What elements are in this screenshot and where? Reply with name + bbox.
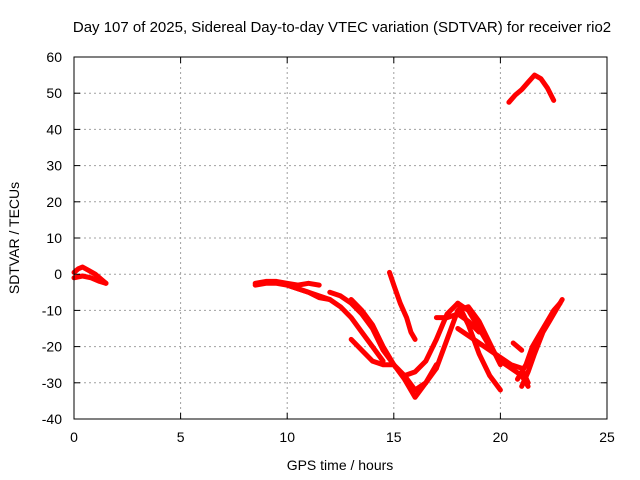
x-tick-label: 25 <box>599 429 615 445</box>
series-arc-10 <box>402 300 503 393</box>
y-tick-label: -40 <box>42 411 62 427</box>
y-tick-label: 10 <box>46 230 62 246</box>
x-tick-label: 20 <box>493 429 509 445</box>
y-tick-label: -30 <box>42 375 62 391</box>
series-arc-8 <box>348 336 397 368</box>
y-tick-label: 20 <box>46 194 62 210</box>
y-tick-label: 60 <box>46 49 62 65</box>
x-tick-label: 15 <box>386 429 402 445</box>
series-arc-15 <box>510 340 525 353</box>
series-arc-16 <box>519 297 565 389</box>
series-layer <box>71 72 565 400</box>
y-tick-label: 50 <box>46 85 62 101</box>
x-tick-label: 10 <box>279 429 295 445</box>
series-arc-5 <box>284 282 386 364</box>
series-arc-14 <box>455 326 531 386</box>
series-arc-18 <box>506 72 557 105</box>
series-arc-17 <box>515 300 563 382</box>
y-axis-label: SDTVAR / TECUs <box>6 182 22 294</box>
series-arc-2 <box>71 273 109 286</box>
x-tick-label: 5 <box>177 429 185 445</box>
series-arc-9 <box>387 269 418 342</box>
chart-title: Day 107 of 2025, Sidereal Day-to-day VTE… <box>73 19 611 36</box>
y-tick-label: 0 <box>54 266 62 282</box>
x-tick-label: 0 <box>70 429 78 445</box>
x-axis-label: GPS time / hours <box>287 457 394 473</box>
y-tick-label: 30 <box>46 158 62 174</box>
y-tick-label: -10 <box>42 302 62 318</box>
axis-ticks: 0 5 10 15 20 25 -40 -30 -20 -10 0 10 20 30 40 50 60 <box>42 49 615 445</box>
grid-lines <box>74 57 607 419</box>
y-tick-label: -20 <box>42 339 62 355</box>
y-tick-label: 40 <box>46 121 62 137</box>
series-arc-12 <box>433 311 482 335</box>
